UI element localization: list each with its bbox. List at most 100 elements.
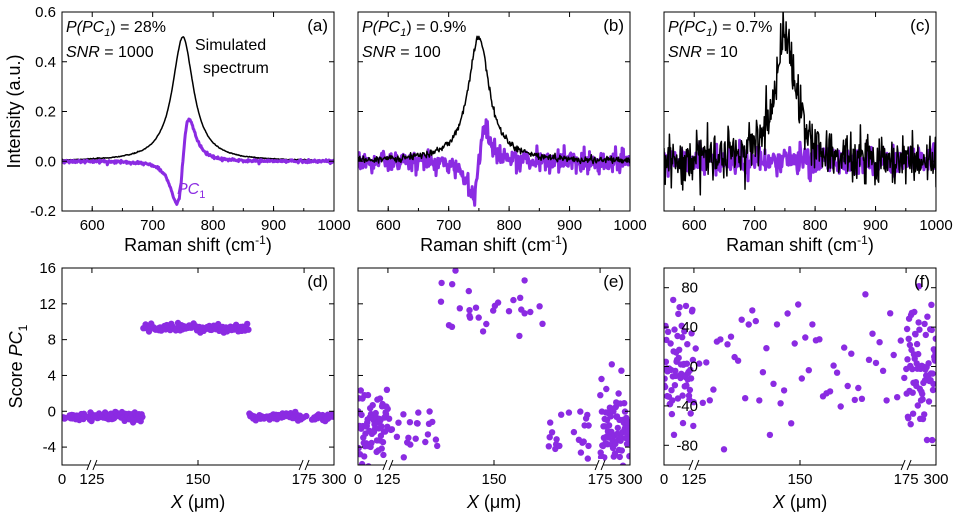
plot-area bbox=[62, 36, 334, 206]
data-point bbox=[517, 294, 524, 301]
data-point bbox=[738, 316, 745, 323]
data-point bbox=[376, 395, 384, 402]
data-point bbox=[570, 428, 578, 436]
data-point bbox=[670, 296, 677, 304]
data-point bbox=[395, 419, 402, 426]
data-point bbox=[400, 454, 407, 461]
x-axis-label: Raman shift (cm-1) bbox=[726, 233, 874, 255]
annotation-probability: P(PC1) = 0.7% bbox=[668, 19, 772, 39]
data-point bbox=[932, 349, 936, 356]
data-point bbox=[619, 462, 627, 465]
data-point bbox=[365, 463, 372, 465]
axis-break-gap bbox=[384, 459, 391, 471]
x-axis-label: X (μm) bbox=[772, 492, 827, 512]
data-point bbox=[851, 396, 858, 404]
data-point bbox=[605, 422, 613, 429]
data-point bbox=[667, 340, 674, 347]
data-point bbox=[763, 345, 770, 352]
data-point bbox=[929, 370, 936, 377]
data-point bbox=[505, 308, 513, 315]
x-tick-label: 1000 bbox=[919, 217, 952, 234]
data-point bbox=[74, 413, 81, 420]
y-tick-label: 80 bbox=[681, 280, 698, 297]
data-point bbox=[916, 326, 923, 333]
data-point bbox=[841, 344, 848, 351]
x-tick-label: 600 bbox=[376, 217, 401, 234]
data-point bbox=[380, 451, 387, 459]
data-point bbox=[608, 361, 615, 368]
data-point bbox=[412, 435, 419, 442]
data-point bbox=[384, 405, 391, 413]
data-point bbox=[689, 306, 696, 313]
data-point bbox=[717, 336, 724, 343]
data-point bbox=[929, 386, 936, 394]
data-point bbox=[675, 310, 682, 318]
y-tick-label: 0.4 bbox=[35, 54, 56, 71]
data-point bbox=[616, 453, 623, 461]
data-point bbox=[556, 442, 563, 450]
data-point bbox=[915, 319, 922, 326]
data-point bbox=[510, 296, 517, 304]
axis-break-mark bbox=[688, 459, 694, 471]
data-point bbox=[692, 345, 699, 352]
axis-break-gap bbox=[597, 459, 604, 471]
x-tick-label: 300 bbox=[617, 471, 642, 488]
data-point bbox=[703, 359, 710, 366]
x-tick-label: 800 bbox=[497, 217, 522, 234]
data-point bbox=[603, 385, 610, 393]
data-point bbox=[425, 420, 433, 427]
data-point bbox=[597, 392, 604, 399]
data-point bbox=[872, 359, 880, 367]
data-point bbox=[381, 428, 389, 435]
data-point bbox=[699, 399, 706, 406]
data-point bbox=[924, 313, 931, 320]
axes-frame bbox=[61, 267, 335, 466]
data-point bbox=[932, 335, 936, 342]
y-tick-label: 0 bbox=[48, 403, 56, 420]
data-point bbox=[683, 360, 691, 367]
x-axis-label: Raman shift (cm-1) bbox=[124, 233, 272, 255]
data-point bbox=[720, 446, 728, 453]
data-point bbox=[490, 307, 497, 314]
data-point bbox=[448, 323, 456, 330]
data-point bbox=[930, 380, 936, 388]
x-tick-label: 175 bbox=[292, 471, 317, 488]
data-point bbox=[598, 375, 605, 383]
axis-break-mark bbox=[298, 459, 304, 471]
data-point bbox=[777, 400, 784, 407]
axis-break-mark bbox=[594, 459, 600, 471]
data-point bbox=[742, 395, 749, 402]
data-point bbox=[452, 268, 459, 274]
data-point bbox=[802, 334, 809, 341]
data-point bbox=[565, 409, 573, 416]
data-point bbox=[607, 413, 614, 420]
data-point bbox=[432, 436, 440, 443]
y-tick-label: 40 bbox=[681, 319, 698, 336]
data-point bbox=[393, 433, 401, 440]
x-tick-label: 700 bbox=[140, 217, 165, 234]
data-point bbox=[833, 369, 841, 376]
x-tick-label: 300 bbox=[923, 471, 948, 488]
data-point bbox=[585, 442, 592, 450]
data-point bbox=[84, 413, 91, 421]
data-point bbox=[406, 419, 414, 426]
data-point bbox=[670, 431, 678, 438]
panel-c: 600 700 800 900 1000 Raman shift (cm-1) (c) P(P… bbox=[663, 11, 953, 255]
data-point bbox=[536, 303, 543, 310]
data-point bbox=[671, 326, 678, 333]
data-point bbox=[664, 383, 669, 391]
data-point bbox=[518, 306, 525, 313]
data-point bbox=[582, 415, 590, 422]
axis-break-mark bbox=[86, 459, 92, 471]
data-point bbox=[913, 340, 921, 348]
data-point bbox=[890, 351, 897, 359]
panel-label: (a) bbox=[307, 16, 328, 35]
data-point bbox=[668, 387, 675, 394]
panel-label: (c) bbox=[910, 16, 930, 35]
axis-break-gap bbox=[903, 459, 910, 471]
data-point bbox=[405, 434, 412, 441]
data-point bbox=[679, 419, 687, 427]
x-tick-label: 300 bbox=[321, 471, 346, 488]
data-point bbox=[909, 389, 916, 396]
data-point bbox=[308, 416, 316, 423]
